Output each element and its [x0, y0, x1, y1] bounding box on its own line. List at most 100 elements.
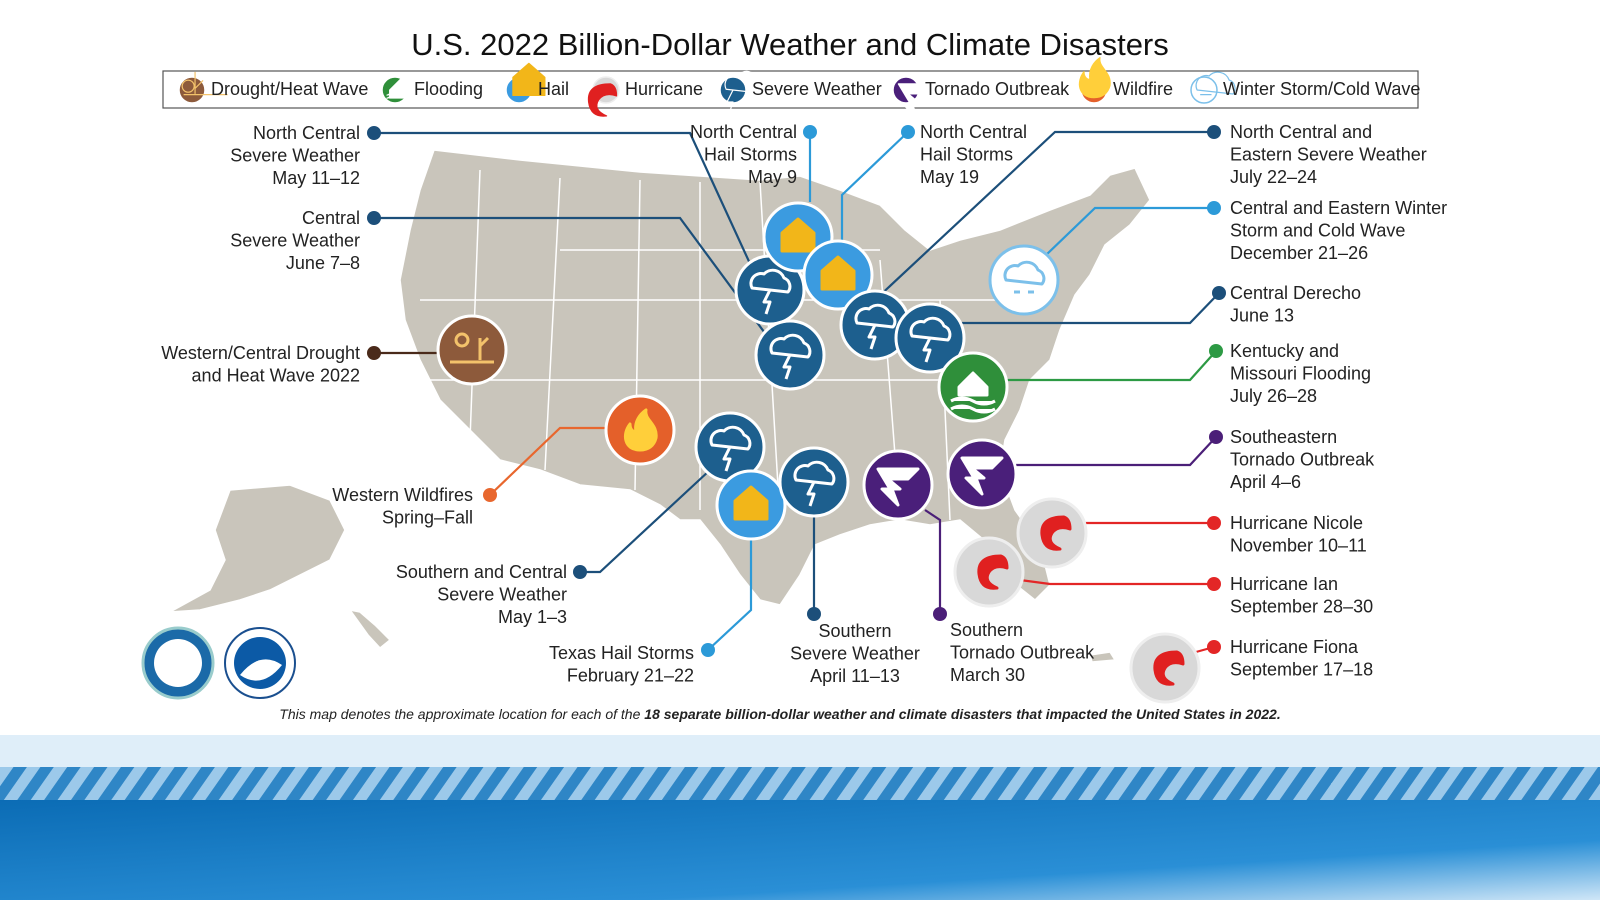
event-label: Central Derecho June 13 [1230, 283, 1361, 326]
leader-dot [1207, 125, 1221, 139]
icon-symbol [1040, 515, 1072, 551]
legend-label: Severe Weather [752, 79, 882, 99]
event-label-line: Spring–Fall [382, 508, 473, 528]
event-label-line: September 28–30 [1230, 597, 1373, 617]
footnote-bold: 18 separate billion-dollar weather and c… [644, 706, 1280, 722]
leaders [367, 125, 1226, 657]
legend-label: Hail [538, 79, 569, 99]
icon-symbol [854, 303, 897, 350]
event-label-line: North Central and [1230, 122, 1372, 142]
icon-symbol [820, 255, 856, 291]
event-label-line: Hurricane Nicole [1230, 513, 1363, 533]
event-label-line: Hurricane Fiona [1230, 637, 1359, 657]
event-label-line: March 30 [950, 665, 1025, 685]
event-label-line: December 21–26 [1230, 243, 1368, 263]
icon-winter [988, 244, 1060, 316]
icon-symbol [450, 332, 494, 364]
event-label-line: and Heat Wave 2022 [192, 366, 360, 386]
event-label-line: Storm and Cold Wave [1230, 221, 1405, 241]
event-label: North Central Hail Storms May 9 [690, 122, 797, 187]
event-label-line: Western/Central Drought [161, 343, 360, 363]
event-label-line: Severe Weather [230, 146, 360, 166]
event-label: Southern Tornado Outbreak March 30 [950, 620, 1095, 685]
legend-label: Winter Storm/Cold Wave [1223, 79, 1420, 99]
icon-symbol [780, 217, 816, 253]
leader-line [960, 292, 1220, 325]
leader-dot [803, 125, 817, 139]
legend-label: Drought/Heat Wave [211, 79, 368, 99]
leader-line [924, 509, 942, 614]
banner-stripes [0, 767, 1600, 800]
leader-dot [901, 125, 915, 139]
leader-dot [1207, 640, 1221, 654]
event-label: Southern Severe Weather April 11–13 [790, 621, 920, 686]
leader-dot [1207, 201, 1221, 215]
icon-symbol [960, 456, 1004, 496]
icon-symbol [897, 83, 939, 121]
event-label-line: June 13 [1230, 306, 1294, 326]
event-label-line: Southern and Central [396, 562, 567, 582]
icon-symbol [1078, 57, 1111, 99]
labels: North Central Severe Weather May 11–12 Cent… [161, 122, 1447, 686]
icons [436, 201, 1201, 704]
event-label: Hurricane Ian September 28–30 [1230, 574, 1373, 617]
event-label-line: North Central [690, 122, 797, 142]
event-label-line: May 9 [748, 167, 797, 187]
event-label-line: Eastern Severe Weather [1230, 145, 1427, 165]
event-label-line: Severe Weather [437, 585, 567, 605]
icon-symbol [733, 485, 769, 521]
legend-label: Flooding [414, 79, 483, 99]
event-label-line: Central [302, 208, 360, 228]
event-label-line: Tornado Outbreak [950, 643, 1095, 663]
leader-line [374, 131, 753, 269]
leader-line [1019, 578, 1214, 586]
event-label-line: July 22–24 [1230, 167, 1317, 187]
event-label-line: June 7–8 [286, 253, 360, 273]
icon-symbol [709, 425, 752, 472]
leader-dot [573, 565, 587, 579]
event-label-line: Severe Weather [790, 644, 920, 664]
legend-label: Hurricane [625, 79, 703, 99]
event-label-line: North Central [920, 122, 1027, 142]
event-label-line: Hail Storms [704, 145, 797, 165]
icon-symbol [950, 371, 996, 414]
leader-line [1015, 436, 1217, 467]
icon-tornado [946, 438, 1018, 510]
event-label-line: Severe Weather [230, 231, 360, 251]
leader-line [489, 426, 607, 496]
leader-dot [1209, 430, 1223, 444]
leader-dot [701, 643, 715, 657]
icon-symbol [181, 71, 228, 96]
legend-label: Tornado Outbreak [925, 79, 1070, 99]
leader-dot [367, 126, 381, 140]
icon-winter [1190, 76, 1218, 104]
events: North Central Severe Weather May 11–12 Cent… [161, 122, 1447, 704]
event-label-line: Southeastern [1230, 427, 1337, 447]
event-label-line: September 17–18 [1230, 660, 1373, 680]
leader-dot [1209, 344, 1223, 358]
event-label: Hurricane Nicole November 10–11 [1230, 513, 1367, 556]
icon-symbol [876, 467, 920, 507]
event-label-line: Central Derecho [1230, 283, 1361, 303]
event-label: Southern and Central Severe Weather May 1–… [396, 562, 567, 627]
leader-line [1044, 206, 1214, 257]
icon-symbol [587, 83, 618, 117]
event-label: Southeastern Tornado Outbreak April 4–6 [1230, 427, 1375, 492]
leader-line [707, 540, 753, 651]
event-label: Western Wildfires Spring–Fall [332, 485, 473, 528]
icon-symbol [1003, 260, 1046, 294]
banner-light [0, 735, 1600, 767]
leader-dot [1207, 516, 1221, 530]
icon-symbol [623, 408, 658, 452]
event-label: Kentucky and Missouri Flooding July 26–28 [1230, 341, 1371, 406]
icon-symbol [749, 268, 792, 315]
event-label-line: Southern [818, 621, 891, 641]
leader-dot [367, 346, 381, 360]
icon-symbol [909, 316, 952, 363]
event-label-line: Tornado Outbreak [1230, 450, 1375, 470]
event-label: Central Severe Weather June 7–8 [230, 208, 360, 273]
leader-dot [807, 607, 821, 621]
event-label-line: May 1–3 [498, 607, 567, 627]
event-label: North Central Severe Weather May 11–12 [230, 123, 360, 188]
leader-dot [933, 607, 947, 621]
